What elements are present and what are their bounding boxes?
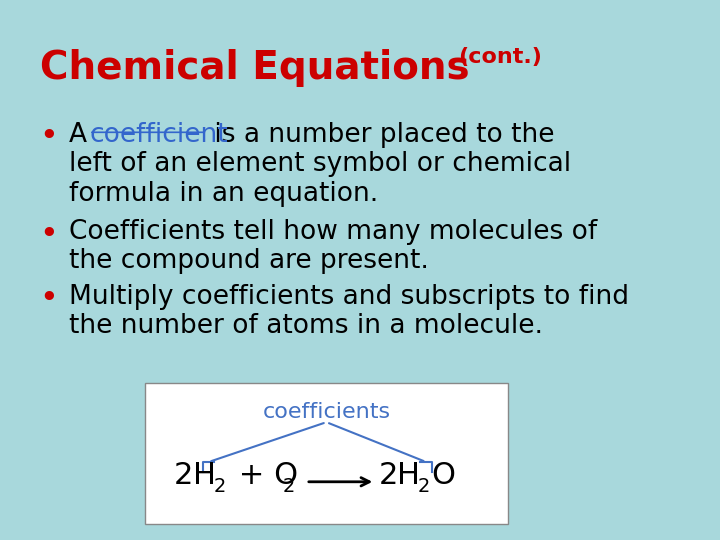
Text: 2: 2: [283, 477, 295, 496]
Text: •: •: [40, 219, 58, 249]
Text: formula in an equation.: formula in an equation.: [69, 181, 379, 207]
Text: A: A: [69, 122, 96, 147]
Text: H: H: [192, 462, 215, 490]
Text: •: •: [40, 122, 58, 152]
Text: + O: + O: [229, 462, 298, 490]
Text: coefficient: coefficient: [89, 122, 228, 147]
Text: coefficients: coefficients: [262, 402, 390, 422]
Text: Coefficients tell how many molecules of: Coefficients tell how many molecules of: [69, 219, 598, 245]
Text: 2: 2: [418, 477, 431, 496]
Text: 2: 2: [379, 462, 398, 490]
Text: •: •: [40, 284, 58, 314]
Text: left of an element symbol or chemical: left of an element symbol or chemical: [69, 151, 572, 177]
Text: 2: 2: [174, 462, 194, 490]
Text: the compound are present.: the compound are present.: [69, 248, 429, 274]
Text: 2: 2: [214, 477, 226, 496]
Text: Chemical Equations: Chemical Equations: [40, 49, 469, 86]
Text: is a number placed to the: is a number placed to the: [207, 122, 555, 147]
FancyBboxPatch shape: [145, 383, 508, 524]
Text: H: H: [397, 462, 420, 490]
Text: (cont.): (cont.): [459, 47, 542, 67]
Text: O: O: [431, 462, 455, 490]
Text: the number of atoms in a molecule.: the number of atoms in a molecule.: [69, 313, 543, 339]
Text: Multiply coefficients and subscripts to find: Multiply coefficients and subscripts to …: [69, 284, 629, 309]
